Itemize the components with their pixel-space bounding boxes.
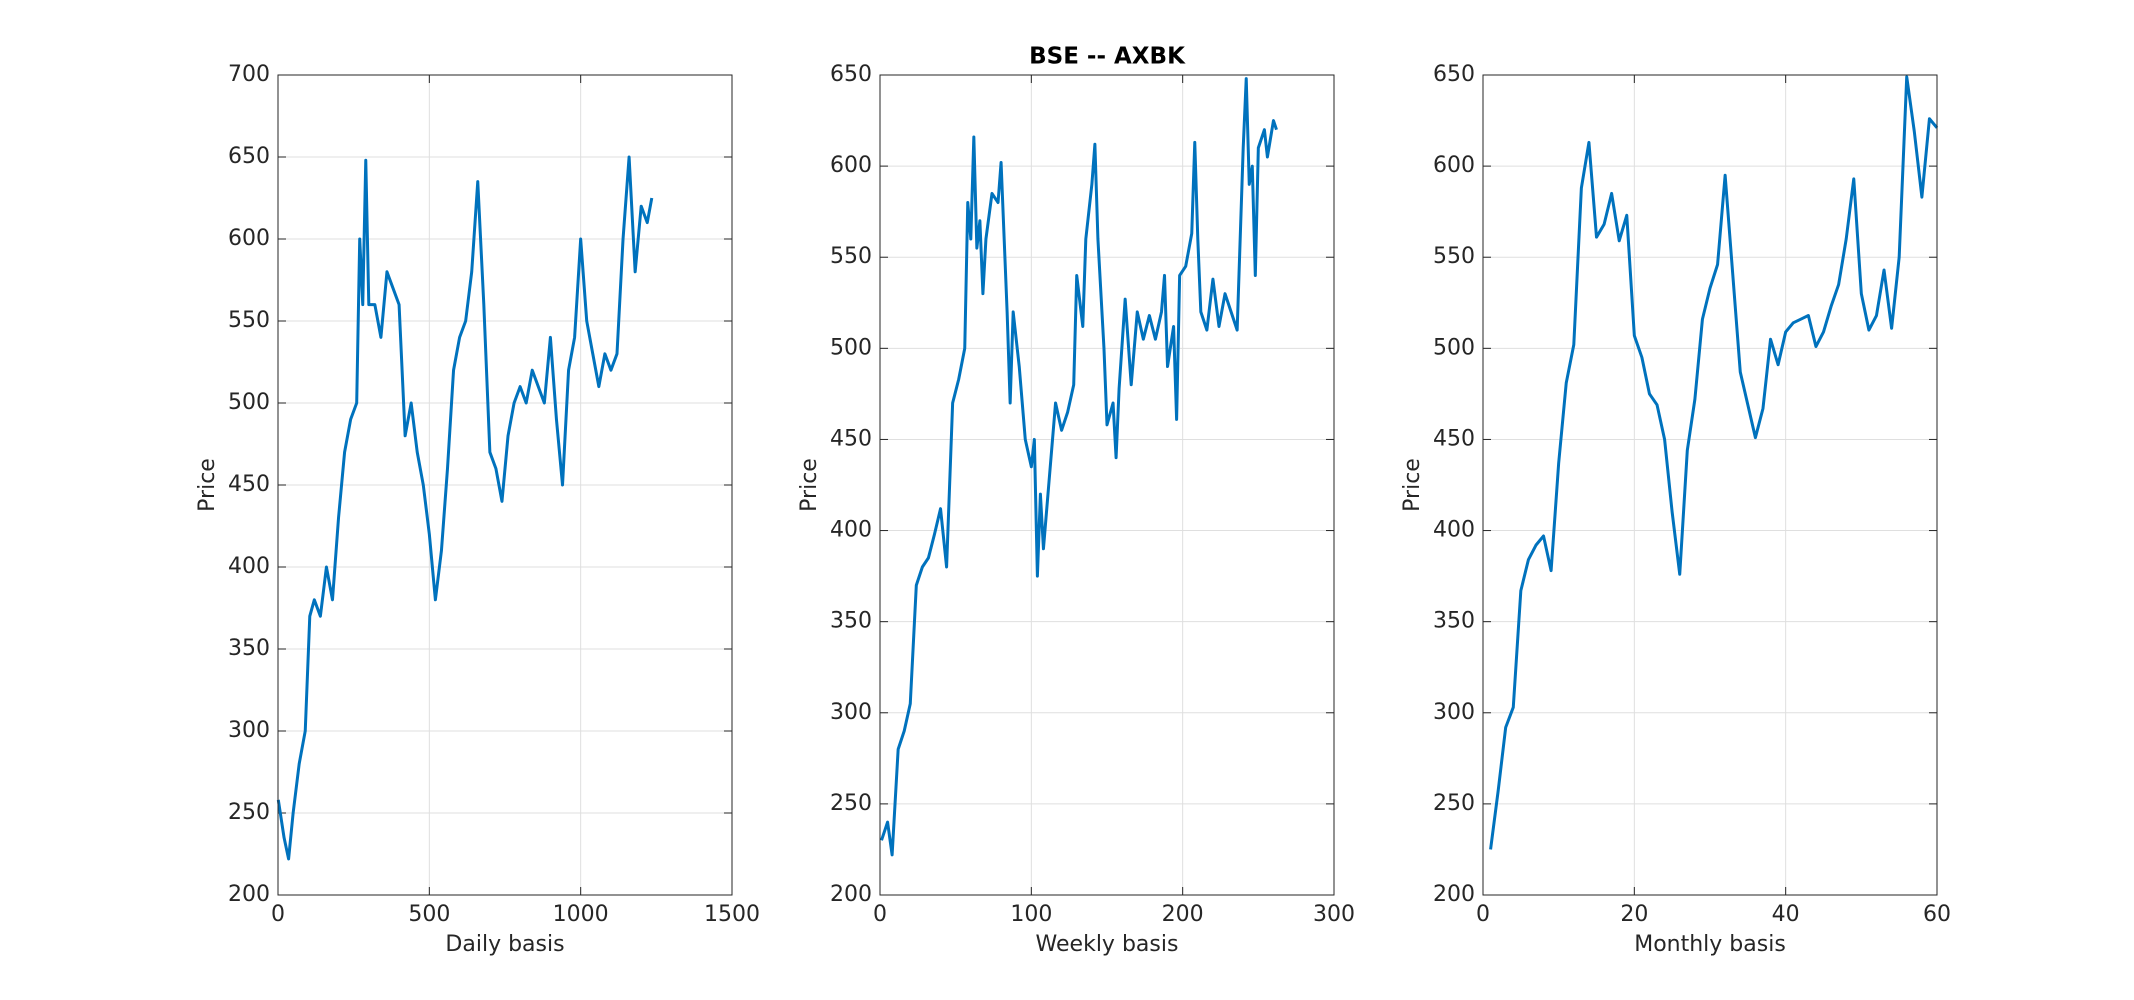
x-axis-label: Weekly basis: [1036, 932, 1179, 957]
y-tick-label: 550: [1433, 244, 1475, 269]
y-tick-label: 400: [228, 554, 270, 579]
y-tick-label: 200: [228, 882, 270, 907]
y-tick-label: 450: [830, 426, 872, 451]
x-tick-label: 40: [1772, 902, 1800, 927]
y-tick-label: 700: [228, 62, 270, 87]
plot-area: [880, 75, 1334, 895]
x-axis-label: Monthly basis: [1634, 932, 1786, 957]
plot-area: [1483, 75, 1937, 895]
y-tick-label: 250: [830, 791, 872, 816]
y-tick-label: 500: [1433, 335, 1475, 360]
x-tick-label: 0: [1476, 902, 1490, 927]
x-tick-label: 20: [1620, 902, 1648, 927]
x-tick-label: 200: [1162, 902, 1204, 927]
x-tick-label: 300: [1313, 902, 1355, 927]
y-tick-label: 350: [830, 609, 872, 634]
y-tick-label: 300: [1433, 700, 1475, 725]
y-tick-label: 250: [228, 800, 270, 825]
chart-title: BSE -- AXBK: [1029, 44, 1186, 70]
axes-box: [277, 74, 733, 896]
y-tick-label: 550: [228, 308, 270, 333]
y-tick-label: 550: [830, 244, 872, 269]
y-tick-label: 300: [830, 700, 872, 725]
x-tick-label: 60: [1923, 902, 1951, 927]
y-axis-label: Price: [195, 458, 220, 512]
price-line: [1489, 75, 1939, 850]
y-tick-label: 500: [830, 335, 872, 360]
axes-box: [879, 74, 1335, 896]
price-line: [880, 77, 1278, 857]
y-tick-label: 450: [228, 472, 270, 497]
x-tick-label: 500: [408, 902, 450, 927]
x-tick-label: 0: [873, 902, 887, 927]
y-tick-label: 600: [830, 153, 872, 178]
y-axis-label: Price: [797, 458, 822, 512]
y-tick-label: 200: [830, 882, 872, 907]
y-tick-label: 450: [1433, 426, 1475, 451]
x-tick-label: 100: [1010, 902, 1052, 927]
axes-box: [1482, 74, 1938, 896]
x-axis-label: Daily basis: [445, 932, 564, 957]
x-tick-label: 1500: [704, 902, 760, 927]
y-tick-label: 350: [228, 636, 270, 661]
y-tick-label: 650: [228, 144, 270, 169]
y-tick-label: 500: [228, 390, 270, 415]
y-tick-label: 400: [830, 518, 872, 543]
y-axis-label: Price: [1400, 458, 1425, 512]
y-tick-label: 600: [228, 226, 270, 251]
x-tick-label: 1000: [553, 902, 609, 927]
x-tick-label: 0: [271, 902, 285, 927]
price-line: [276, 155, 654, 861]
y-tick-label: 600: [1433, 153, 1475, 178]
y-tick-label: 400: [1433, 518, 1475, 543]
y-tick-label: 650: [830, 62, 872, 87]
y-tick-label: 350: [1433, 609, 1475, 634]
y-tick-label: 250: [1433, 791, 1475, 816]
y-tick-label: 650: [1433, 62, 1475, 87]
y-tick-label: 300: [228, 718, 270, 743]
y-tick-label: 200: [1433, 882, 1475, 907]
